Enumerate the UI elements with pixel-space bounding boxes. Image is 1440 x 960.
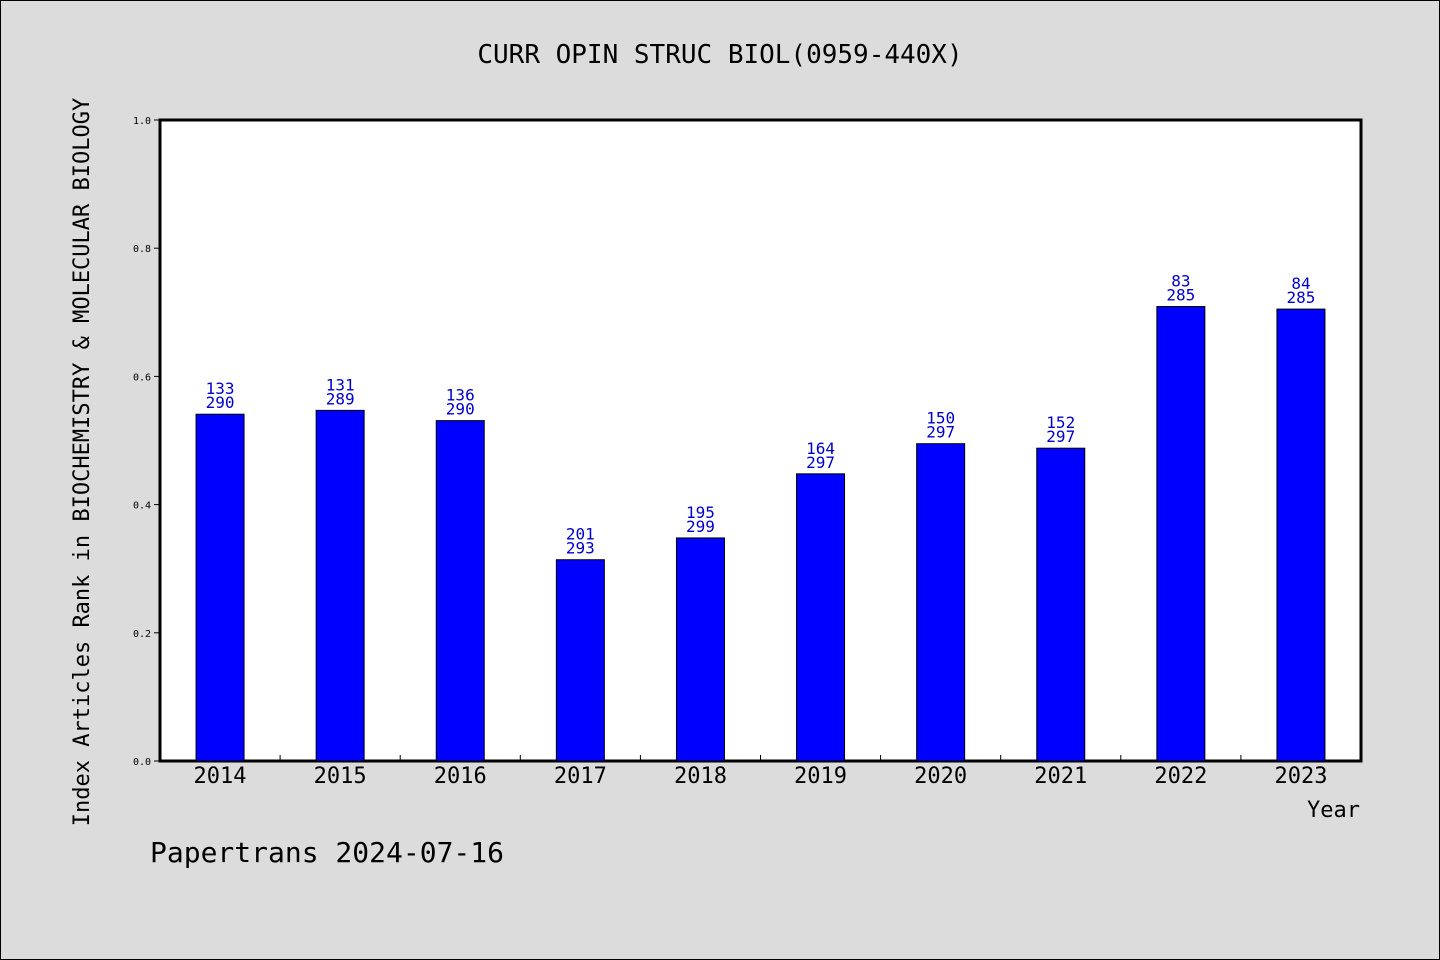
bar-total-label: 297 — [806, 453, 835, 472]
y-axis-label: Index Articles Rank in BIOCHEMISTRY & MO… — [70, 98, 95, 826]
y-tick-label: 0.8 — [133, 244, 151, 255]
bar-rank-label: 83 — [1171, 272, 1190, 291]
bar-total-label: 285 — [1286, 288, 1315, 307]
bar-total-label: 290 — [446, 400, 475, 419]
bar-rank-label: 164 — [806, 439, 835, 458]
x-tick-label: 2019 — [794, 764, 847, 789]
bar-rank-label: 133 — [206, 379, 235, 398]
bar-2021 — [1036, 447, 1086, 762]
bar-rank-label: 195 — [686, 503, 715, 522]
bar-2019 — [796, 473, 846, 762]
bar-2017 — [555, 559, 605, 762]
bar-total-label: 297 — [926, 423, 955, 442]
bar-rank-label: 136 — [446, 386, 475, 405]
x-tick-label: 2014 — [194, 764, 247, 789]
bar-2014 — [195, 413, 245, 762]
x-axis-ticks: 2014 2015 2016 2017 2018 2019 2020 2021 2022 2023 — [194, 755, 1327, 789]
y-tick-label: 1.0 — [133, 116, 151, 127]
x-tick-label: 2018 — [674, 764, 727, 789]
x-axis-label: Year — [1307, 798, 1360, 823]
bar-2015 — [315, 409, 365, 762]
x-tick-label: 2015 — [314, 764, 367, 789]
x-tick-label: 2022 — [1154, 764, 1207, 789]
bar-rank-label: 201 — [566, 525, 595, 544]
bar-total-label: 297 — [1046, 427, 1075, 446]
y-tick-label: 0.4 — [133, 501, 151, 512]
chart-title: CURR OPIN STRUC BIOL(0959-440X) — [477, 40, 962, 70]
x-tick-label: 2023 — [1274, 764, 1327, 789]
bar-total-label: 293 — [566, 539, 595, 558]
bar-total-label: 289 — [326, 389, 355, 408]
bar-2022 — [1156, 306, 1206, 762]
bar-2016 — [435, 420, 485, 762]
bar-rank-label: 131 — [326, 375, 355, 394]
bar-rank-label: 152 — [1046, 413, 1075, 432]
bar-total-label: 285 — [1166, 286, 1195, 305]
x-tick-label: 2020 — [914, 764, 967, 789]
bar-2018 — [675, 537, 725, 762]
bar-2020 — [916, 443, 966, 762]
x-tick-label: 2021 — [1034, 764, 1087, 789]
bar-2023 — [1276, 308, 1326, 762]
y-axis-ticks: 0.0 0.2 0.4 0.6 0.8 1.0 — [133, 116, 160, 768]
bar-rank-label: 84 — [1291, 274, 1310, 293]
y-tick-label: 0.6 — [133, 372, 151, 383]
x-tick-label: 2016 — [434, 764, 487, 789]
y-tick-label: 0.0 — [133, 757, 151, 768]
y-tick-label: 0.2 — [133, 629, 151, 640]
bar-total-label: 290 — [206, 393, 235, 412]
footer-credit: Papertrans 2024-07-16 — [150, 836, 504, 869]
bar-total-label: 299 — [686, 517, 715, 536]
x-tick-label: 2017 — [554, 764, 607, 789]
bar-rank-label: 150 — [926, 409, 955, 428]
